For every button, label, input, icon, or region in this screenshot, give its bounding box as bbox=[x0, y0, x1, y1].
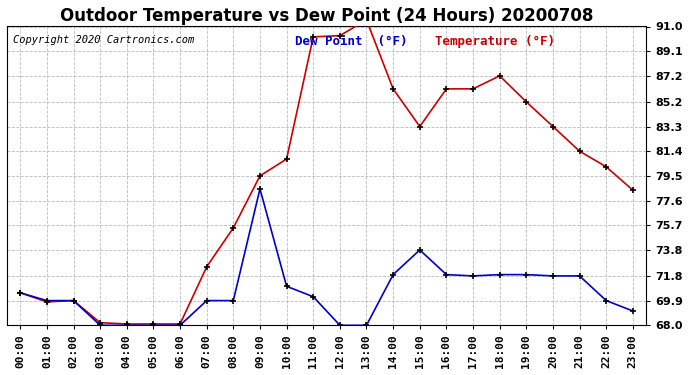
Text: Dew Point  (°F): Dew Point (°F) bbox=[295, 36, 407, 48]
Text: Temperature (°F): Temperature (°F) bbox=[435, 36, 555, 48]
Title: Outdoor Temperature vs Dew Point (24 Hours) 20200708: Outdoor Temperature vs Dew Point (24 Hou… bbox=[60, 7, 593, 25]
Text: Copyright 2020 Cartronics.com: Copyright 2020 Cartronics.com bbox=[13, 36, 195, 45]
